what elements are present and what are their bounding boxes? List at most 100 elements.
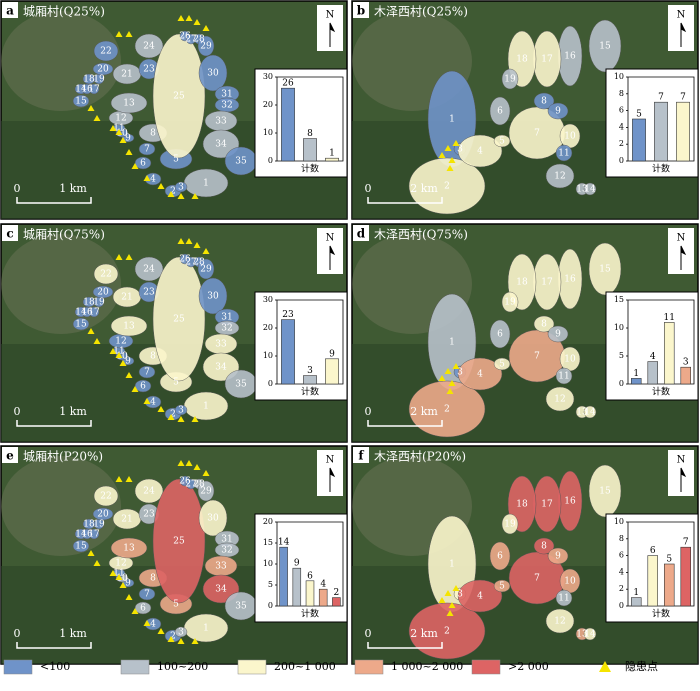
hazard-point (119, 582, 127, 588)
y-tick-label: 20 (263, 100, 273, 109)
zone (72, 317, 90, 331)
inset-axes (627, 521, 695, 607)
zone-label: 3 (457, 590, 463, 600)
bar (654, 101, 668, 162)
hazard-point (177, 460, 185, 466)
zone-label: 2 (170, 410, 176, 420)
zone (555, 144, 573, 162)
scale-bar (16, 420, 92, 427)
zone-label: 10 (564, 355, 576, 365)
hazard-point (115, 31, 123, 37)
zone (545, 608, 575, 634)
north-label: N (326, 455, 335, 466)
y-tick-label: 6 (619, 551, 624, 560)
zone (588, 464, 622, 518)
zone-label: 18 (83, 298, 95, 308)
legend-swatch (354, 659, 384, 675)
hazard-point (125, 149, 133, 155)
zone-label: 12 (115, 337, 126, 347)
y-tick-label: 0 (619, 379, 624, 388)
bar (318, 588, 328, 607)
scale-label: 0 (365, 182, 372, 195)
zone-label: 35 (235, 157, 247, 167)
zone (134, 33, 164, 59)
scale-label: 0 (365, 405, 372, 418)
terrain-shade (1, 456, 121, 556)
zone (588, 19, 622, 73)
bar (663, 563, 675, 607)
hazard-point (177, 193, 185, 199)
zone-label: 14 (75, 85, 87, 95)
zone-label: 10 (116, 129, 128, 139)
zone-label: 32 (221, 324, 232, 334)
panel-label: a (6, 4, 14, 18)
zone (198, 277, 228, 315)
zone-label: 3 (178, 628, 184, 638)
hazard-point (177, 15, 185, 21)
y-tick-label: 30 (263, 295, 273, 304)
zone-label: 13 (123, 99, 135, 109)
bar (676, 101, 690, 162)
zone-label: 5 (499, 360, 505, 370)
zone-label: 7 (144, 145, 150, 155)
zone-label: 27 (185, 258, 197, 268)
zone-label: 33 (215, 562, 227, 572)
panel-label-box (353, 447, 369, 463)
zone-label: 30 (207, 69, 219, 79)
zone-label: 6 (497, 107, 503, 117)
zone-label: 7 (534, 352, 540, 362)
zone-label: 11 (558, 372, 569, 382)
zone-label: 6 (140, 604, 146, 614)
legend-label: 100~200 (157, 660, 208, 673)
hazard-point (87, 328, 95, 334)
zone (134, 256, 164, 282)
scale-bar (367, 197, 443, 204)
zone-label: 16 (564, 497, 576, 507)
legend-swatch (3, 659, 33, 675)
panel-label-box (2, 2, 18, 18)
zone-label: 26 (179, 477, 191, 487)
scale-bar (16, 197, 92, 204)
terrain-shade (1, 234, 121, 334)
north-arrow (329, 22, 336, 47)
zone-label: 18 (516, 500, 528, 510)
zone-label: 3 (457, 145, 463, 155)
zone-label: 5 (173, 378, 179, 388)
zone-label: 25 (173, 537, 185, 547)
zone-label: 8 (541, 320, 547, 330)
hazard-point (167, 636, 175, 642)
value-label: 4 (650, 352, 656, 362)
zone-label: 35 (235, 602, 247, 612)
zone (138, 142, 156, 156)
zone-label: 14 (75, 530, 87, 540)
zone-label: 20 (97, 65, 109, 75)
value-label: 8 (307, 129, 313, 139)
zone (197, 35, 215, 57)
zone-label: 15 (599, 265, 611, 275)
zone (493, 579, 511, 593)
zone-label: 18 (516, 278, 528, 288)
y-tick-label: 15 (263, 538, 273, 547)
y-tick-label: 5 (268, 580, 273, 589)
zone (174, 626, 188, 638)
bar (305, 580, 315, 607)
zone (110, 92, 148, 114)
scale-label: 1 km (59, 627, 87, 640)
zone-label: 31 (221, 90, 232, 100)
y-tick-label: 10 (614, 517, 624, 526)
zone-label: 11 (113, 124, 124, 134)
zone-label: 2 (444, 627, 450, 637)
north-label: N (326, 233, 335, 244)
zone (547, 325, 569, 343)
hazard-point (193, 242, 201, 248)
zone-label: 12 (115, 559, 126, 569)
hazard-point (131, 608, 139, 614)
value-label: 26 (282, 79, 294, 89)
panel-title: 城厢村(P20%) (23, 450, 103, 464)
y-tick-label: 30 (263, 72, 273, 81)
zone-label: 4 (477, 147, 483, 157)
zone-label: 14 (584, 408, 596, 418)
